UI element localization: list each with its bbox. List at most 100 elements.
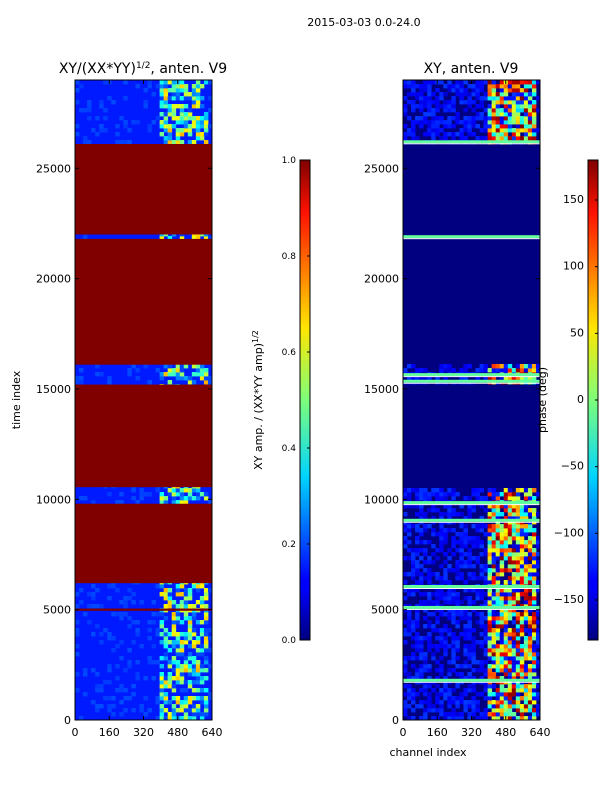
heatmap-cell <box>131 364 136 369</box>
heatmap-cell <box>139 644 144 649</box>
heatmap-cell <box>191 644 197 649</box>
heatmap-cell <box>175 128 181 133</box>
heatmap-cell <box>451 496 456 501</box>
heatmap-cell <box>423 708 428 713</box>
heatmap-cell <box>427 124 432 129</box>
heatmap-cell <box>203 612 209 617</box>
heatmap-cell <box>495 104 501 109</box>
heatmap-cell <box>495 708 501 713</box>
heatmap-cell <box>159 632 165 637</box>
heatmap-cell <box>459 80 464 85</box>
heatmap-cell <box>491 656 497 661</box>
heatmap-cell <box>455 84 460 89</box>
amplitude-plot-area <box>75 80 213 721</box>
heatmap-cell <box>171 116 177 121</box>
heatmap-cell <box>455 540 460 545</box>
heatmap-cell <box>491 112 497 117</box>
heatmap-cell <box>475 496 480 501</box>
heatmap-cell <box>471 120 476 125</box>
heatmap-cell <box>523 120 529 125</box>
heatmap-cell <box>531 124 537 129</box>
heatmap-cell <box>483 652 489 657</box>
heatmap-cell <box>523 92 529 97</box>
heatmap-cell <box>135 84 140 89</box>
heatmap-cell <box>403 656 408 661</box>
heatmap-cell <box>411 120 416 125</box>
heatmap-cell <box>183 660 189 665</box>
heatmap-cell <box>511 544 517 549</box>
heatmap-cell <box>531 620 537 625</box>
heatmap-cell <box>195 372 201 377</box>
heatmap-cell <box>523 544 529 549</box>
heatmap-cell <box>495 652 501 657</box>
heatmap-cell <box>423 112 428 117</box>
heatmap-cell <box>435 488 440 493</box>
heatmap-cell <box>191 364 197 369</box>
heatmap-cell <box>531 496 537 501</box>
heatmap-cell <box>495 616 501 621</box>
heatmap-cell <box>511 592 517 597</box>
heatmap-cell <box>535 96 541 101</box>
heatmap-cell <box>447 508 452 513</box>
heatmap-cell <box>487 620 493 625</box>
heatmap-cell <box>439 548 444 553</box>
heatmap-cell <box>503 696 509 701</box>
heatmap-cell <box>167 104 173 109</box>
heatmap-cell <box>183 664 189 669</box>
heatmap-cell <box>515 508 521 513</box>
heatmap-cell <box>463 632 468 637</box>
heatmap-cell <box>403 536 408 541</box>
heatmap-cell <box>511 80 517 85</box>
heatmap-cell <box>447 100 452 105</box>
heatmap-cell <box>507 652 513 657</box>
heatmap-cell <box>431 552 436 557</box>
heatmap-cell <box>523 708 529 713</box>
heatmap-cell <box>487 636 493 641</box>
heatmap-cell <box>443 368 448 373</box>
heatmap-cell <box>163 496 169 501</box>
heatmap-cell <box>439 96 444 101</box>
heatmap-cell <box>119 656 124 661</box>
heatmap-cell <box>511 668 517 673</box>
heatmap-cell <box>535 692 541 697</box>
heatmap-cell <box>463 636 468 641</box>
heatmap-cell <box>495 712 501 717</box>
heatmap-cell <box>471 700 476 705</box>
heatmap-cell <box>479 596 484 601</box>
heatmap-cell <box>91 604 96 609</box>
heatmap-cell <box>523 716 529 721</box>
heatmap-cell <box>491 628 497 633</box>
heatmap-cell <box>515 696 521 701</box>
heatmap-cell <box>451 596 456 601</box>
heatmap-cell <box>443 136 448 141</box>
heatmap-cell <box>171 612 177 617</box>
heatmap-cell <box>107 696 112 701</box>
heatmap-cell <box>467 632 472 637</box>
heatmap-cell <box>439 708 444 713</box>
heatmap-cell <box>191 704 197 709</box>
heatmap-cell <box>511 92 517 97</box>
heatmap-cell <box>531 376 537 381</box>
heatmap-cell <box>419 92 424 97</box>
heatmap-cell <box>203 140 209 145</box>
heatmap-cell <box>435 636 440 641</box>
heatmap-cell <box>435 684 440 689</box>
heatmap-cell <box>523 508 529 513</box>
heatmap-cell <box>435 620 440 625</box>
heatmap-cell <box>471 508 476 513</box>
heatmap-cell <box>151 92 156 97</box>
heatmap-cell <box>95 372 100 377</box>
heatmap-cell <box>523 132 529 137</box>
heatmap-cell <box>95 132 100 137</box>
heatmap-cell <box>171 140 177 145</box>
heatmap-cell <box>511 104 517 109</box>
heatmap-cell <box>127 624 132 629</box>
heatmap-cell <box>491 364 497 369</box>
heatmap-cell <box>511 684 517 689</box>
heatmap-cell <box>199 628 205 633</box>
heatmap-cell <box>183 640 189 645</box>
heatmap-cell <box>447 616 452 621</box>
heatmap-cell <box>491 552 497 557</box>
heatmap-cell <box>527 656 533 661</box>
heatmap-cell <box>151 120 156 125</box>
